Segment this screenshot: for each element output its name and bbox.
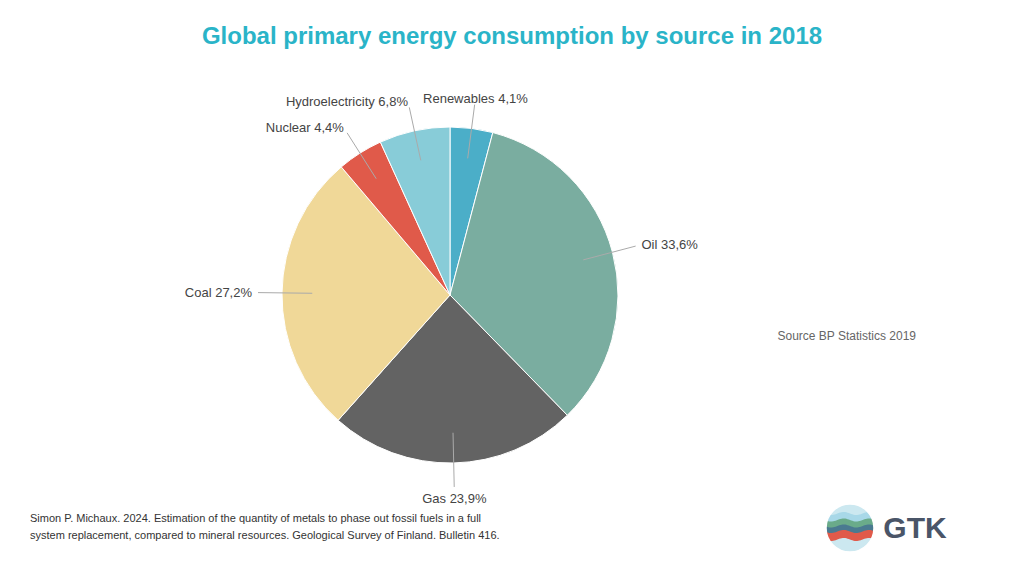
slices (282, 127, 618, 463)
logo-bands (826, 512, 874, 541)
footer: Simon P. Michaux. 2024. Estimation of th… (30, 512, 500, 541)
leader-line (347, 133, 376, 179)
labels: Renewables 4,1% Oil 33,6% Gas 23,9% Coal 27… (185, 91, 698, 506)
leader-line (583, 246, 635, 260)
leader-line (409, 107, 420, 160)
logo-text: GTK (883, 511, 947, 544)
footer-line: Simon P. Michaux. 2024. Estimation of th… (30, 512, 481, 524)
slice-label: Renewables 4,1% (423, 91, 528, 106)
logo-circle (826, 504, 874, 552)
slice-label: Oil 33,6% (641, 237, 698, 252)
leader-line (258, 292, 312, 294)
source: Source BP Statistics 2019 (777, 329, 916, 343)
footer-line: system replacement, compared to mineral … (30, 529, 500, 541)
leader-line (468, 105, 475, 159)
slice-label: Gas 23,9% (422, 491, 487, 506)
slice-label: Hydroelectricity 6,8% (286, 94, 409, 109)
slice-label: Nuclear 4,4% (266, 120, 344, 135)
leader-line (453, 433, 454, 487)
logo: GTK (826, 504, 947, 552)
slice (380, 127, 450, 295)
title: Global primary energy consumption by sou… (202, 22, 822, 49)
chart: Global primary energy consumption by sou… (0, 0, 1024, 576)
logo-ring (826, 504, 874, 552)
logo-band (826, 530, 874, 541)
slice-label: Coal 27,2% (185, 285, 253, 300)
chart-container: Global primary energy consumption by sou… (0, 0, 1024, 576)
